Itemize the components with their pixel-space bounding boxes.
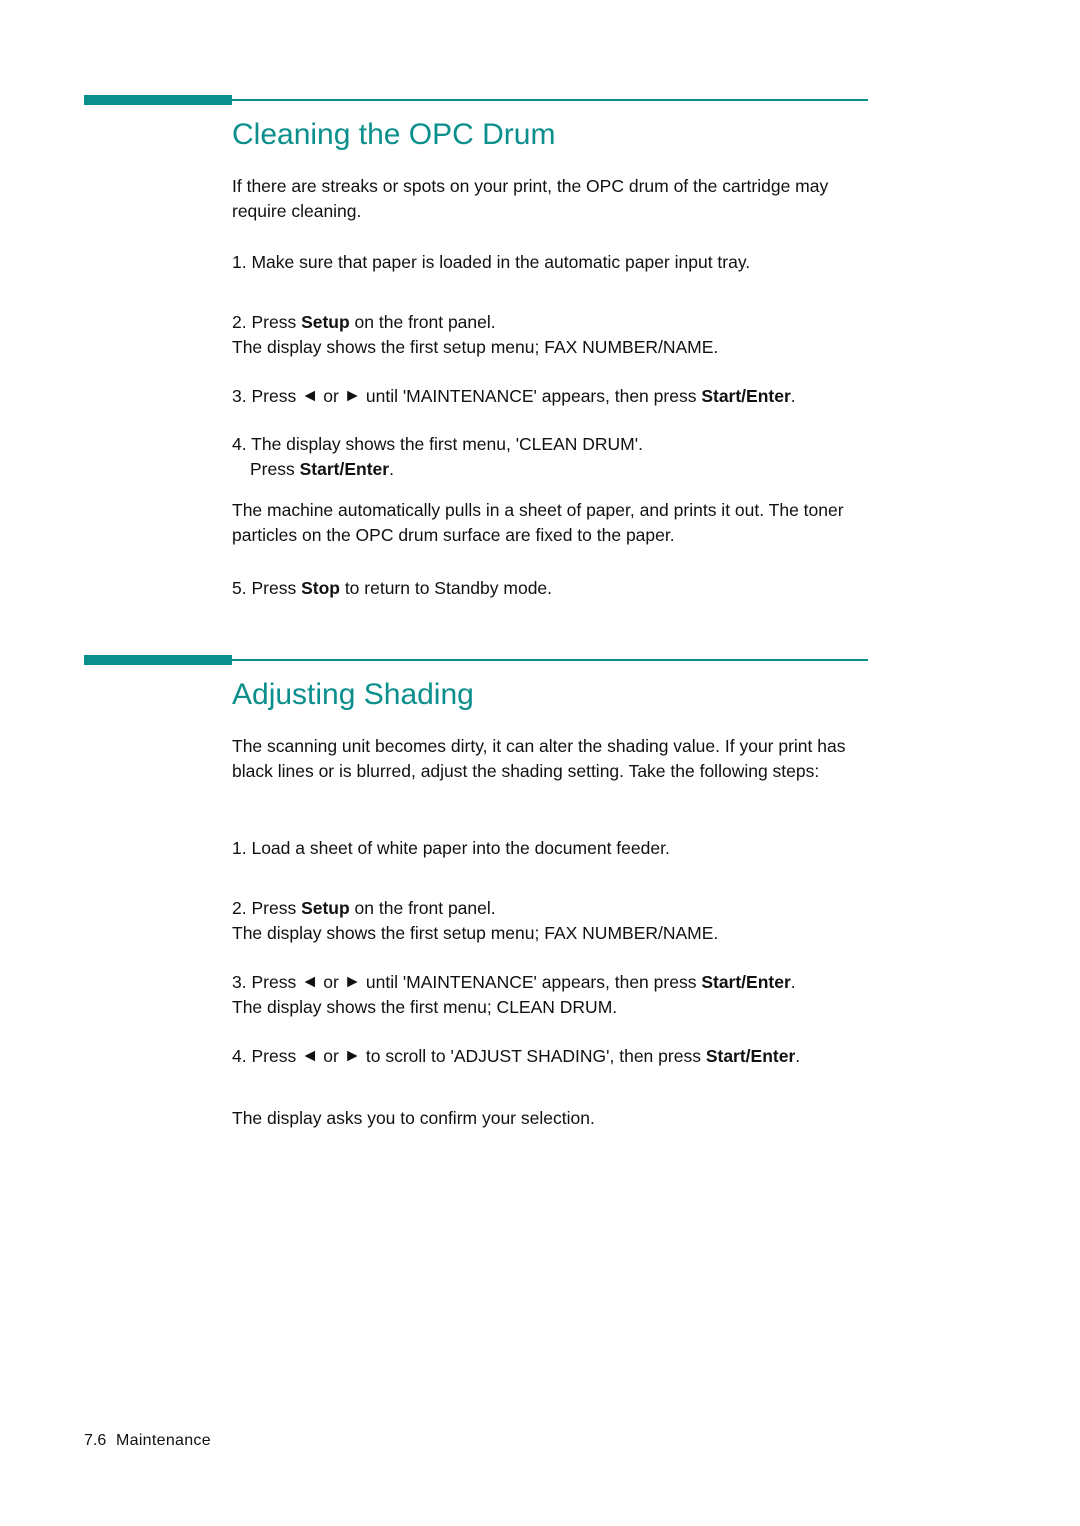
section-rule-thin — [232, 659, 868, 661]
step-text: 5. Press — [232, 578, 301, 598]
page-number: 7.6 — [84, 1432, 106, 1450]
section-rule-thick — [84, 95, 232, 105]
step-text: on the front panel. — [350, 312, 496, 332]
step-text: to return to Standby mode. — [340, 578, 552, 598]
key-setup: Setup — [301, 898, 350, 918]
step-2-result: The display asks you to confirm your sel… — [232, 1106, 868, 1131]
step-text: . — [791, 972, 796, 992]
step-text: or — [318, 972, 343, 992]
step-2-3: 3. Press ◄ or ► until 'MAINTENANCE' appe… — [232, 970, 868, 1021]
right-triangle-icon: ► — [344, 969, 361, 994]
step-text: The display shows the first setup menu; … — [232, 923, 718, 943]
para-intro-2: The scanning unit becomes dirty, it can … — [232, 734, 868, 785]
step-1-2: 2. Press Setup on the front panel. The d… — [232, 310, 868, 361]
step-1-4: 4. The display shows the first menu, 'CL… — [232, 432, 868, 483]
para-intro-1: If there are streaks or spots on your pr… — [232, 174, 868, 225]
step-text: 2. Press — [232, 898, 301, 918]
step-text: Press — [250, 459, 300, 479]
key-start-enter: Start/Enter — [706, 1046, 795, 1066]
section-heading: Cleaning the OPC Drum — [232, 118, 555, 152]
step-1-1: 1. Make sure that paper is loaded in the… — [232, 250, 868, 275]
step-text: 4. The display shows the first menu, 'CL… — [232, 434, 643, 454]
key-start-enter: Start/Enter — [300, 459, 389, 479]
step-text: The display shows the first setup menu; … — [232, 337, 718, 357]
left-triangle-icon: ◄ — [301, 383, 318, 408]
step-2-4: 4. Press ◄ or ► to scroll to 'ADJUST SHA… — [232, 1044, 868, 1069]
right-triangle-icon: ► — [344, 1043, 361, 1068]
key-start-enter: Start/Enter — [701, 386, 790, 406]
footer-label: Maintenance — [116, 1432, 211, 1450]
step-text: The display shows the first menu; CLEAN … — [232, 997, 617, 1017]
section-rule-thin — [232, 99, 868, 101]
key-stop: Stop — [301, 578, 340, 598]
left-triangle-icon: ◄ — [301, 969, 318, 994]
step-text: 3. Press — [232, 386, 301, 406]
step-2-2: 2. Press Setup on the front panel. The d… — [232, 896, 868, 947]
step-text: 4. Press — [232, 1046, 301, 1066]
step-1-3: 3. Press ◄ or ► until 'MAINTENANCE' appe… — [232, 384, 868, 409]
key-start-enter: Start/Enter — [701, 972, 790, 992]
step-2-1: 1. Load a sheet of white paper into the … — [232, 836, 868, 861]
step-1-result: The machine automatically pulls in a she… — [232, 498, 868, 549]
left-triangle-icon: ◄ — [301, 1043, 318, 1068]
section-rule-thick — [84, 655, 232, 665]
step-text: . — [795, 1046, 800, 1066]
step-text: or — [318, 386, 343, 406]
step-text: 2. Press — [232, 312, 301, 332]
right-triangle-icon: ► — [344, 383, 361, 408]
section-heading: Adjusting Shading — [232, 678, 474, 712]
step-text: 3. Press — [232, 972, 301, 992]
step-text: until 'MAINTENANCE' appears, then press — [361, 386, 701, 406]
step-text: to scroll to 'ADJUST SHADING', then pres… — [361, 1046, 706, 1066]
step-text: or — [318, 1046, 343, 1066]
step-text: until 'MAINTENANCE' appears, then press — [361, 972, 701, 992]
key-setup: Setup — [301, 312, 350, 332]
step-1-5: 5. Press Stop to return to Standby mode. — [232, 576, 868, 601]
step-text: on the front panel. — [350, 898, 496, 918]
step-text: . — [389, 459, 394, 479]
step-text: . — [791, 386, 796, 406]
